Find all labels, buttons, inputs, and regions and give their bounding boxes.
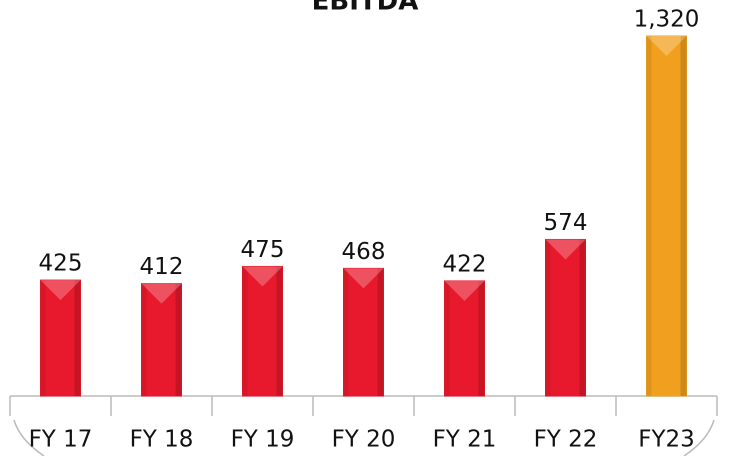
x-tick-label: FY 21 <box>433 427 497 453</box>
bar-bevel <box>141 283 182 304</box>
bar-bevel <box>646 36 687 56</box>
x-tick-label: FY 18 <box>130 427 194 453</box>
data-label: 574 <box>544 210 588 236</box>
bar-shade <box>444 280 450 396</box>
data-label: 425 <box>39 251 83 277</box>
bar <box>545 238 586 397</box>
bar <box>141 283 182 397</box>
chart-title: EBITDA <box>312 0 419 17</box>
bar <box>444 280 485 397</box>
bar-shade <box>141 283 147 396</box>
bracket-right <box>683 419 715 456</box>
bar-shade <box>175 283 182 396</box>
bar-shade <box>40 280 46 396</box>
bar-shade <box>646 36 652 396</box>
bar-bevel <box>444 280 485 301</box>
bar-shade <box>242 266 248 396</box>
bar-shade <box>545 239 551 396</box>
bar-bevel <box>40 280 81 301</box>
bar-bevel <box>343 268 384 289</box>
bar-shade <box>343 268 349 396</box>
x-tick-label: FY 19 <box>231 427 295 453</box>
bar-shade <box>579 239 586 396</box>
bar-shade <box>680 36 687 396</box>
data-label: 468 <box>342 239 386 265</box>
bar-bevel <box>242 266 283 287</box>
x-tick-label: FY 20 <box>332 427 396 453</box>
data-label: 475 <box>241 237 285 263</box>
x-tick-label: FY 17 <box>29 427 93 453</box>
bar-shade <box>276 266 283 396</box>
bar-bevel <box>545 239 586 260</box>
data-label: 412 <box>140 254 184 280</box>
bar-shade <box>377 268 384 396</box>
data-label: 1,320 <box>634 7 700 33</box>
bar <box>343 267 384 397</box>
data-label: 422 <box>443 251 487 277</box>
bar <box>40 279 81 397</box>
bar <box>242 265 283 397</box>
x-tick-label: FY 22 <box>534 427 598 453</box>
bracket-left <box>13 419 45 456</box>
x-tick-label: FY23 <box>638 427 695 453</box>
bar-shade <box>478 280 485 396</box>
bar <box>646 35 687 397</box>
bar-shade <box>74 280 81 396</box>
